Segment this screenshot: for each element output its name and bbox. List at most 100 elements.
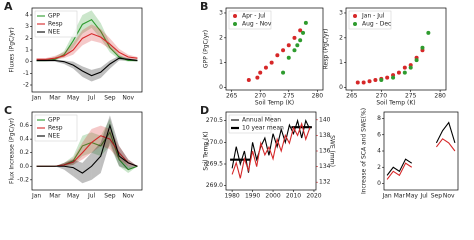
y-tick-label: 0 <box>25 58 29 65</box>
band <box>82 24 92 46</box>
x-tick-label: 1990 <box>245 193 260 200</box>
point <box>426 30 431 35</box>
point <box>258 70 263 75</box>
legend-label: Aug - Dec <box>362 21 391 28</box>
band <box>73 61 83 77</box>
point <box>414 58 419 63</box>
y-axis-label: Flux Increase (PgC/yr) <box>9 118 16 184</box>
y-tick-label: 1 <box>219 59 223 66</box>
x-tick-label: Jul <box>87 193 96 200</box>
axes-frame <box>225 7 324 91</box>
x-axis-label: Soil Temp (K) <box>376 100 415 107</box>
x-tick-label: 2000 <box>265 193 280 200</box>
legend-label: NEE <box>48 29 60 36</box>
x-tick-label: 270 <box>255 93 267 100</box>
point <box>286 43 291 48</box>
band <box>64 159 74 177</box>
legend-label: Annual Mean <box>242 117 281 124</box>
y-tick-label: 269.5 <box>206 161 223 168</box>
legend-label: Aug - Nov <box>242 21 272 28</box>
band <box>73 15 83 48</box>
x-tick-label: 2020 <box>306 193 321 200</box>
legend-label: GPP <box>48 117 60 124</box>
y-tick-label: 2 <box>25 35 29 42</box>
y-tick-label: -1 <box>23 70 29 77</box>
x-tick-label: Sep <box>104 193 116 200</box>
x-tick-label: Nov <box>122 193 134 200</box>
x-tick-label: Mar <box>49 193 61 200</box>
y-tick-label: 6 <box>377 131 381 138</box>
axes-frame <box>31 7 143 93</box>
y-axis-label: Fluxes (PgC/yr) <box>9 27 16 72</box>
point <box>402 70 407 75</box>
y-tick-label: 269.0 <box>206 182 223 189</box>
x-tick-label: Jan <box>31 193 41 200</box>
y-tick-label: 4 <box>25 12 29 19</box>
x-tick-label: May <box>67 193 80 200</box>
x-tick-label: Nov <box>122 95 134 102</box>
axes-frame <box>225 111 317 191</box>
point <box>373 78 378 83</box>
band <box>73 159 83 184</box>
legend-marker <box>233 22 237 26</box>
point <box>408 65 413 70</box>
page: A -2 -1 0 1 2 3 4 Jan Mar May Jul Sep Nov Fluxes (PgC/… <box>4 0 459 200</box>
point <box>379 78 384 83</box>
series-line <box>36 57 138 77</box>
x-tick-label: 270 <box>376 93 388 100</box>
point <box>361 80 366 85</box>
point <box>391 75 396 80</box>
band <box>109 38 120 56</box>
point <box>281 70 286 75</box>
point <box>292 48 297 53</box>
legend-label: 10 year mean <box>242 125 284 132</box>
x-tick-label: Mar <box>394 193 406 200</box>
y-tick-label: -2 <box>23 82 29 89</box>
y-tick-label: 0.2 <box>19 149 29 156</box>
band <box>128 159 138 167</box>
y-tick-label: 2 <box>377 164 381 171</box>
legend-marker <box>353 14 357 18</box>
point <box>292 35 297 40</box>
y2-tick-label: 138 <box>319 132 331 139</box>
y-tick-label: 0 <box>377 180 381 187</box>
panel-label: A <box>4 0 13 13</box>
legend-marker <box>353 22 357 26</box>
y-axis-label: Soil Temp (K) <box>203 131 210 170</box>
point <box>355 80 360 85</box>
axes-frame <box>383 111 459 191</box>
x-tick-label: Nov <box>443 193 455 200</box>
y-tick-label: 8 <box>377 115 381 122</box>
x-tick-label: 265 <box>346 93 358 100</box>
point <box>396 70 401 75</box>
y-tick-label: -0.2 <box>17 176 29 183</box>
series-line <box>386 138 456 180</box>
x-tick-label: 280 <box>312 93 324 100</box>
band <box>100 115 110 174</box>
panel-label: C <box>4 104 12 117</box>
y-tick-label: 0.0 <box>19 163 29 170</box>
x-axis-label: Soil Temp (K) <box>255 100 294 107</box>
band <box>100 23 110 53</box>
band <box>91 10 101 39</box>
legend-marker <box>233 14 237 18</box>
x-tick-label: Sep <box>104 95 116 102</box>
legend-box <box>348 10 392 30</box>
y-axis-label: GPP (PgC/yr) <box>203 30 210 68</box>
axes-frame <box>31 111 143 191</box>
band <box>82 128 92 160</box>
band <box>91 24 101 43</box>
point <box>295 43 300 48</box>
y-tick-label: 270.5 <box>206 117 223 124</box>
band <box>100 60 110 78</box>
x-tick-label: May <box>67 95 80 102</box>
point <box>298 38 303 43</box>
axes-frame <box>345 7 447 91</box>
point <box>269 60 274 65</box>
point <box>246 78 251 83</box>
panel-label: D <box>200 104 209 117</box>
series-line <box>36 123 138 174</box>
legend-label: Resp <box>48 125 63 132</box>
point <box>385 75 390 80</box>
point <box>367 79 372 84</box>
